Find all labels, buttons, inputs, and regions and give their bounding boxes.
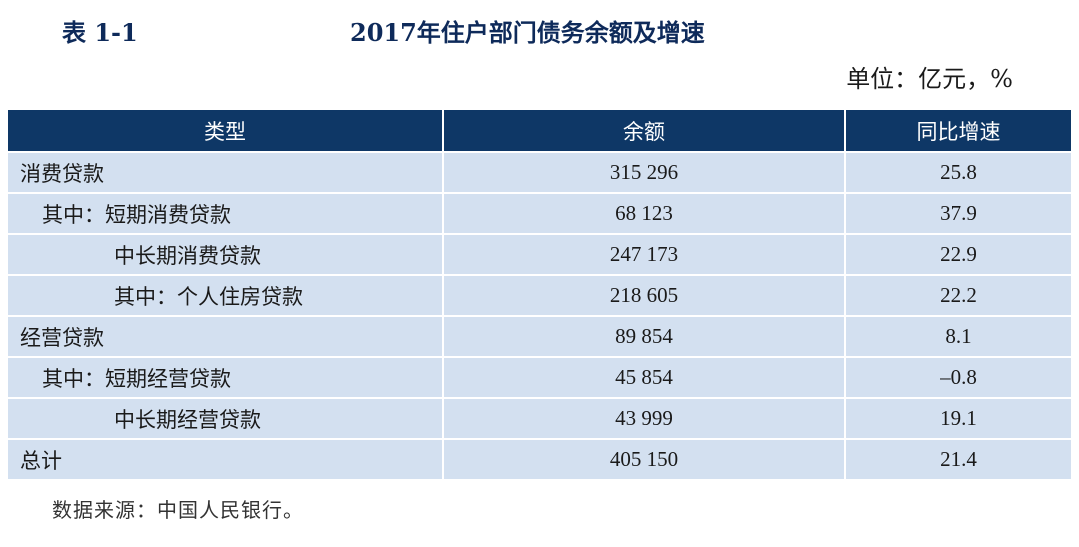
row-type: 消费贷款: [8, 151, 444, 193]
column-header-balance: 余额: [443, 110, 846, 152]
row-balance: 315 296: [443, 151, 846, 193]
row-growth: 22.9: [845, 233, 1071, 275]
unit-note: 单位：亿元，%: [846, 65, 1013, 93]
column-header-type: 类型: [8, 110, 444, 152]
table-row: 消费贷款 315 296 25.8: [8, 151, 1071, 193]
row-growth: 8.1: [845, 315, 1071, 357]
table-header: 类型 余额 同比增速: [8, 110, 1071, 152]
row-growth: 22.2: [845, 274, 1071, 316]
table-number: 表 1-1: [62, 18, 138, 47]
table-row: 总计 405 150 21.4: [8, 438, 1071, 479]
row-type: 中长期经营贷款: [8, 397, 444, 439]
row-growth: 25.8: [845, 151, 1071, 193]
row-balance: 68 123: [443, 192, 846, 234]
source-note: 数据来源：中国人民银行。: [52, 498, 304, 522]
row-balance: 218 605: [443, 274, 846, 316]
table-row: 其中：个人住房贷款 218 605 22.2: [8, 274, 1071, 316]
table-body: 消费贷款 315 296 25.8 其中：短期消费贷款 68 123 37.9 …: [8, 151, 1071, 479]
table-title: 2017年住户部门债务余额及增速: [350, 18, 705, 47]
row-balance: 247 173: [443, 233, 846, 275]
row-type: 其中：短期经营贷款: [8, 356, 444, 398]
row-type: 经营贷款: [8, 315, 444, 357]
table-row: 中长期经营贷款 43 999 19.1: [8, 397, 1071, 439]
row-type: 中长期消费贷款: [8, 233, 444, 275]
table-row: 其中：短期消费贷款 68 123 37.9: [8, 192, 1071, 234]
table-row: 中长期消费贷款 247 173 22.9: [8, 233, 1071, 275]
row-balance: 405 150: [443, 438, 846, 479]
debt-table: 类型 余额 同比增速 消费贷款 315 296 25.8 其中：短期消费贷款 6…: [8, 110, 1071, 479]
header-row: 类型 余额 同比增速: [8, 110, 1071, 152]
row-growth: –0.8: [845, 356, 1071, 398]
row-growth: 19.1: [845, 397, 1071, 439]
row-balance: 43 999: [443, 397, 846, 439]
row-type: 总计: [8, 438, 444, 479]
row-type: 其中：个人住房贷款: [8, 274, 444, 316]
row-balance: 45 854: [443, 356, 846, 398]
row-growth: 21.4: [845, 438, 1071, 479]
table-row: 经营贷款 89 854 8.1: [8, 315, 1071, 357]
row-balance: 89 854: [443, 315, 846, 357]
column-header-growth: 同比增速: [845, 110, 1071, 152]
row-growth: 37.9: [845, 192, 1071, 234]
row-type: 其中：短期消费贷款: [8, 192, 444, 234]
table-row: 其中：短期经营贷款 45 854 –0.8: [8, 356, 1071, 398]
